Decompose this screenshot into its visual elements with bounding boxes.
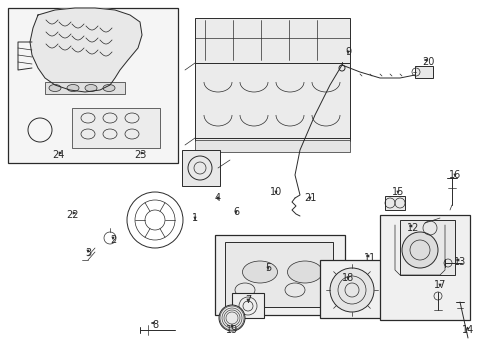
Bar [232, 293, 264, 318]
Text: 4: 4 [215, 193, 221, 203]
Text: 21: 21 [304, 193, 316, 203]
Text: 20: 20 [422, 57, 434, 67]
Text: 10: 10 [270, 187, 282, 197]
Text: 9: 9 [345, 47, 351, 57]
Text: 18: 18 [342, 273, 354, 283]
Text: 24: 24 [52, 150, 64, 160]
Ellipse shape [243, 261, 277, 283]
Bar [72, 108, 160, 148]
Bar [195, 18, 350, 63]
Bar [8, 8, 178, 163]
Text: 19: 19 [226, 325, 238, 335]
Bar [385, 196, 405, 210]
Text: 8: 8 [152, 320, 158, 330]
Text: 22: 22 [66, 210, 78, 220]
Text: 16: 16 [449, 170, 461, 180]
Text: 1: 1 [192, 213, 198, 223]
Text: 13: 13 [454, 257, 466, 267]
Text: 6: 6 [233, 207, 239, 217]
Text: 11: 11 [364, 253, 376, 263]
Text: 7: 7 [245, 295, 251, 305]
Ellipse shape [67, 85, 79, 91]
Bar [400, 220, 455, 275]
Bar [215, 235, 345, 315]
Text: 17: 17 [434, 280, 446, 290]
Text: 23: 23 [134, 150, 146, 160]
Bar [320, 260, 385, 318]
Text: 5: 5 [265, 263, 271, 273]
Bar [195, 140, 350, 152]
Bar [225, 242, 333, 307]
Text: 14: 14 [462, 325, 474, 335]
Text: 2: 2 [110, 235, 116, 245]
Text: 3: 3 [85, 248, 91, 258]
Text: 12: 12 [407, 223, 419, 233]
Bar [195, 63, 350, 141]
Ellipse shape [85, 85, 97, 91]
Ellipse shape [288, 261, 322, 283]
Bar [182, 150, 220, 186]
Circle shape [402, 232, 438, 268]
Bar [380, 215, 470, 320]
Circle shape [330, 268, 374, 312]
Ellipse shape [49, 85, 61, 91]
Circle shape [219, 305, 245, 331]
Polygon shape [30, 8, 142, 92]
Bar [45, 82, 125, 94]
Text: 15: 15 [392, 187, 404, 197]
Bar [415, 66, 433, 78]
Ellipse shape [103, 85, 115, 91]
